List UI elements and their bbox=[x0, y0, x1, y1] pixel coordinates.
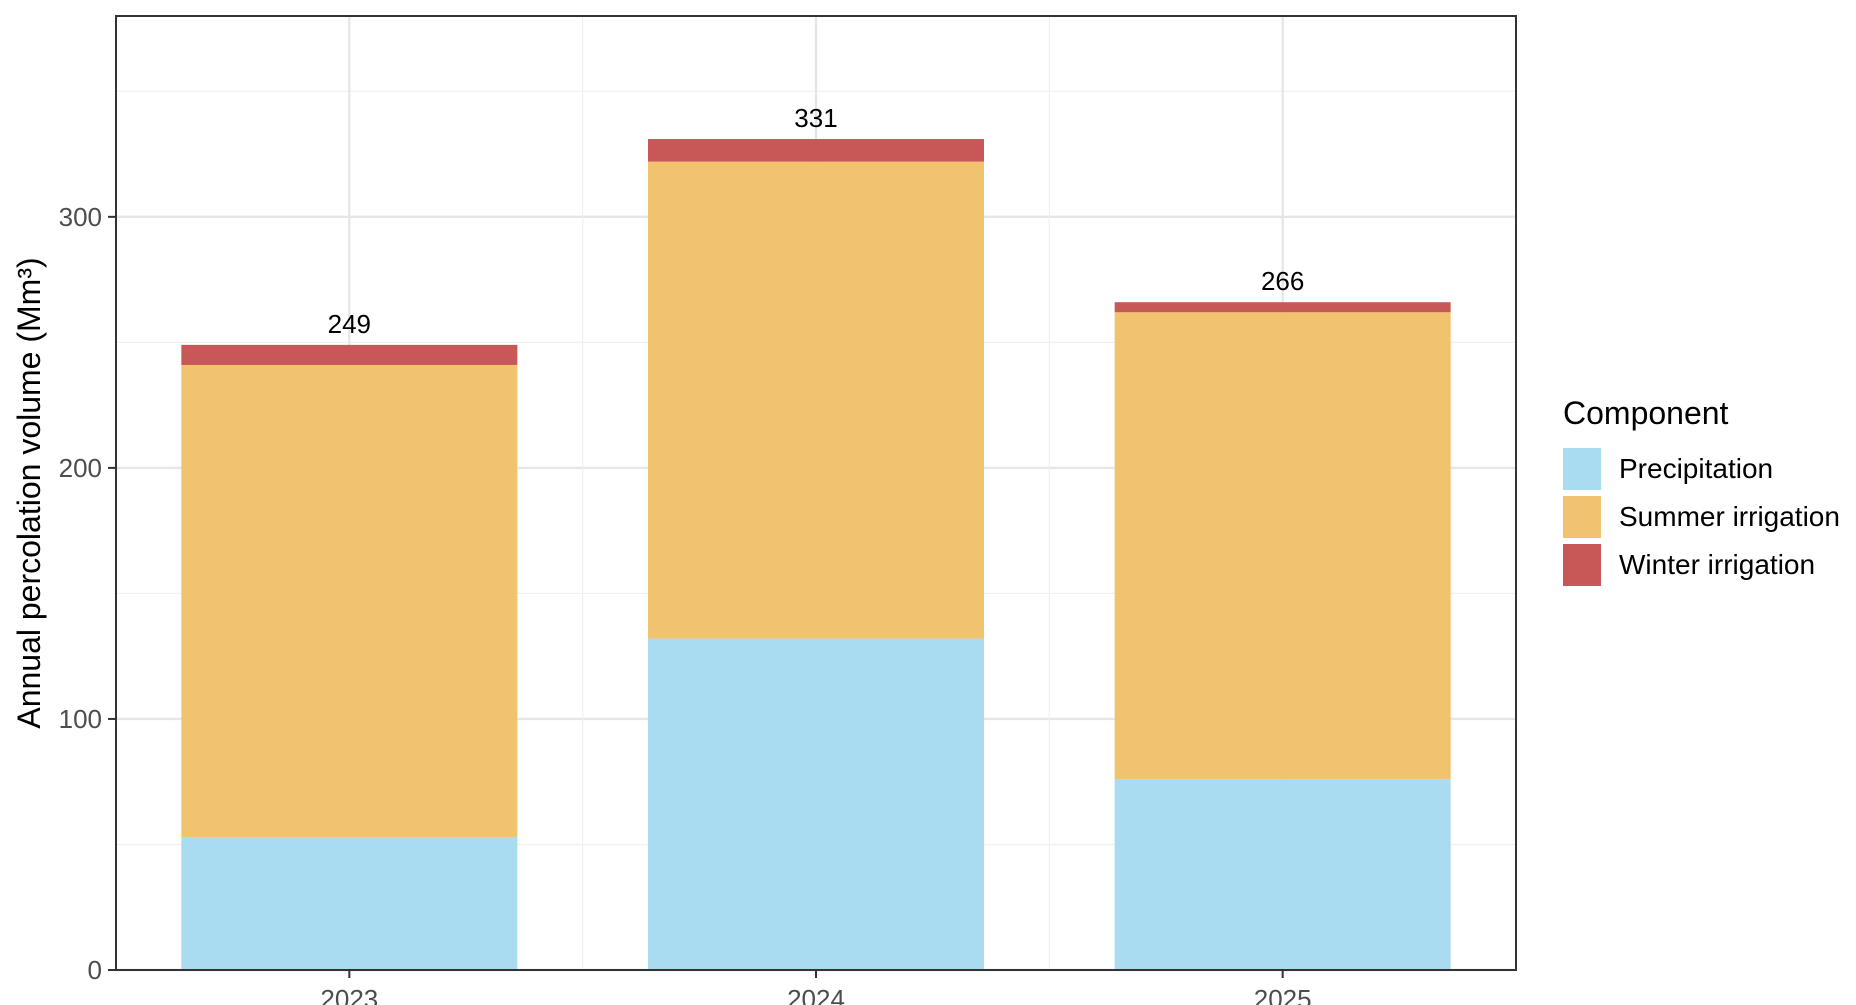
y-axis: 0 100 200 300 bbox=[59, 202, 116, 985]
bar-segment bbox=[181, 364, 518, 837]
legend-title: Component bbox=[1563, 395, 1729, 431]
x-tick-label: 2025 bbox=[1254, 984, 1312, 1005]
y-tick-label: 100 bbox=[59, 704, 102, 734]
legend-swatch bbox=[1563, 544, 1601, 586]
bar-total-label: 331 bbox=[794, 103, 837, 133]
y-tick-label: 0 bbox=[88, 955, 102, 985]
bar-segment bbox=[1114, 302, 1451, 313]
legend-swatch bbox=[1563, 448, 1601, 490]
y-tick-label: 200 bbox=[59, 453, 102, 483]
y-axis-title: Annual percolation volume (Mm³) bbox=[11, 257, 47, 728]
bars bbox=[181, 139, 1451, 970]
x-axis: 2023 2024 2025 bbox=[320, 970, 1312, 1005]
total-labels: 249 331 266 bbox=[328, 103, 1305, 339]
bar-segment bbox=[181, 344, 518, 365]
bar-segment bbox=[1114, 779, 1451, 970]
legend: Component Precipitation Summer irrigation… bbox=[1563, 395, 1840, 586]
legend-label: Precipitation bbox=[1619, 453, 1773, 484]
bar-segment bbox=[648, 161, 984, 639]
bar-segment bbox=[648, 139, 984, 162]
x-tick-label: 2023 bbox=[320, 984, 378, 1005]
bar-total-label: 249 bbox=[328, 309, 371, 339]
bar-total-label: 266 bbox=[1261, 266, 1304, 296]
legend-label: Winter irrigation bbox=[1619, 549, 1815, 580]
x-tick-label: 2024 bbox=[787, 984, 845, 1005]
bar-segment bbox=[648, 638, 984, 970]
legend-label: Summer irrigation bbox=[1619, 501, 1840, 532]
bar-segment bbox=[1114, 312, 1451, 780]
y-tick-label: 300 bbox=[59, 202, 102, 232]
bar-segment bbox=[181, 836, 518, 970]
legend-swatch bbox=[1563, 496, 1601, 538]
